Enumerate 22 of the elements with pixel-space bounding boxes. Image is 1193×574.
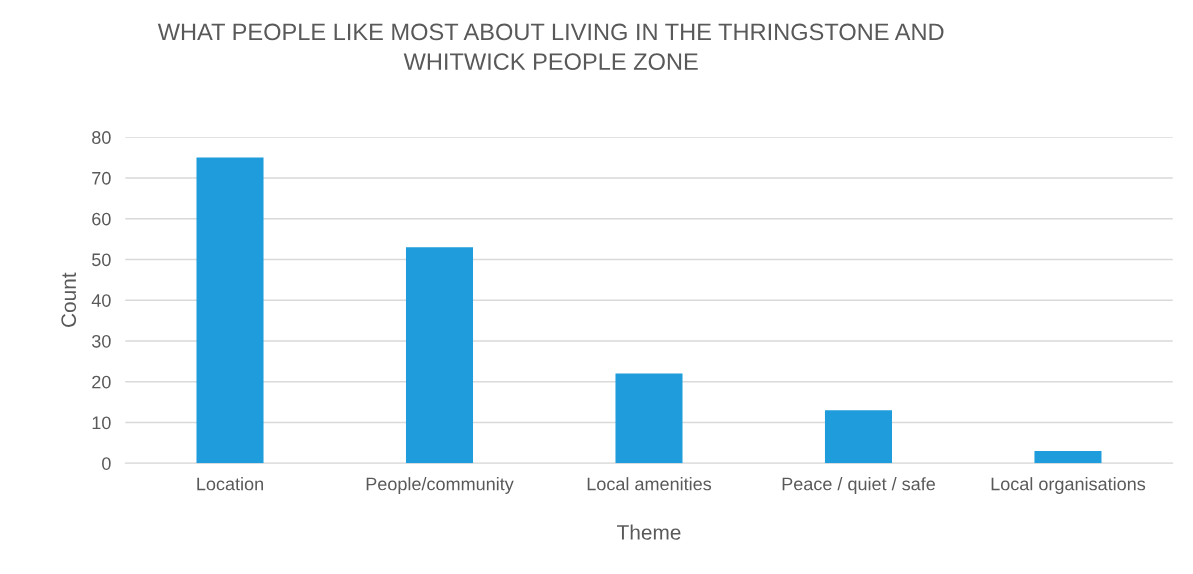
y-tick-label: 70 (92, 171, 111, 185)
bar (196, 157, 264, 464)
x-axis-title: Theme (617, 524, 681, 540)
x-tick-label: Peace / quiet / safe (782, 477, 935, 494)
x-tick-label: Local amenities (587, 477, 712, 491)
y-tick-label: 60 (92, 212, 111, 226)
y-tick-label: 10 (92, 416, 111, 430)
bar (824, 410, 892, 464)
y-tick-label: 80 (92, 131, 111, 144)
bar (615, 373, 683, 464)
bar (1034, 450, 1102, 464)
y-axis-title: Count (61, 272, 77, 327)
chart-title: WHAT PEOPLE LIKE MOST ABOUT LIVING IN THE THRINGSTONE AND WHITWICK PEOPLE ZONE (157, 23, 944, 71)
x-tick-label: People/community (366, 477, 514, 494)
y-tick-label: 40 (91, 294, 111, 307)
x-tick-label: Location (197, 477, 263, 491)
x-tick-label: Local organisations (991, 477, 1146, 494)
y-tick-label: 20 (92, 375, 111, 389)
bar (405, 247, 474, 464)
y-tick-label: 30 (91, 334, 111, 348)
y-tick-label: 50 (92, 253, 111, 267)
y-tick-label: 0 (102, 457, 111, 470)
